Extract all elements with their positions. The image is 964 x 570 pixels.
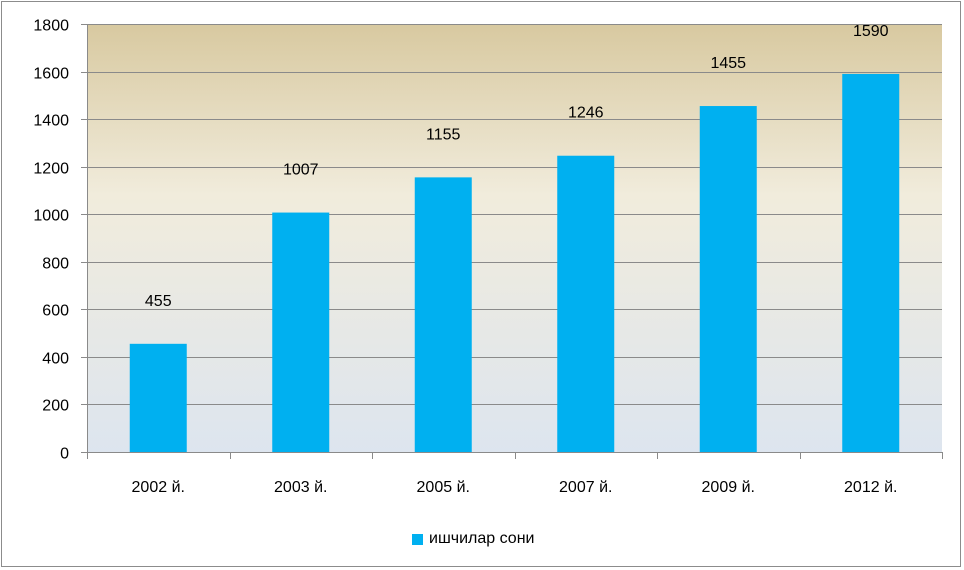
x-tick-label: 2012 й. (844, 479, 897, 496)
data-label: 455 (145, 293, 172, 310)
bar (272, 212, 330, 452)
data-label: 1590 (853, 23, 889, 40)
y-tick-label: 600 (42, 303, 69, 320)
bar (699, 106, 757, 453)
y-tick-label: 1000 (33, 208, 69, 225)
y-axis: 0 200 400 600 800 1000 1200 1400 1600 1800 (33, 18, 88, 463)
y-tick-label: 1600 (33, 66, 69, 83)
y-tick-label: 400 (42, 351, 69, 368)
data-label: 1455 (710, 55, 746, 72)
y-tick-label: 1200 (33, 161, 69, 178)
data-label: 1155 (426, 126, 461, 143)
x-tick-label: 2005 й. (417, 479, 470, 496)
bar (129, 343, 187, 452)
data-labels: 455 1007 1155 1246 1455 1590 (145, 23, 889, 310)
x-axis: 2002 й. 2003 й. 2005 й. 2007 й. 2009 й. 2012 … (87, 452, 943, 496)
x-tick-label: 2007 й. (559, 479, 612, 496)
data-label: 1007 (283, 162, 319, 179)
legend-swatch (412, 533, 423, 545)
x-tick-label: 2003 й. (274, 479, 327, 496)
x-tick-label: 2009 й. (702, 479, 755, 496)
bar (557, 155, 615, 452)
legend: ишчилар сони (412, 529, 534, 549)
y-tick-label: 0 (60, 446, 69, 463)
data-label: 1246 (568, 105, 604, 122)
y-tick-label: 200 (42, 398, 69, 415)
legend-label: ишчилар сони (429, 530, 535, 547)
plot-area (87, 24, 942, 452)
bar (842, 73, 900, 452)
gridlines (87, 24, 942, 405)
bars (129, 73, 900, 453)
bar (414, 177, 472, 452)
x-tick-label: 2002 й. (132, 479, 185, 496)
y-tick-label: 1800 (33, 18, 69, 35)
y-tick-label: 1400 (33, 113, 69, 130)
y-tick-label: 800 (42, 256, 69, 273)
